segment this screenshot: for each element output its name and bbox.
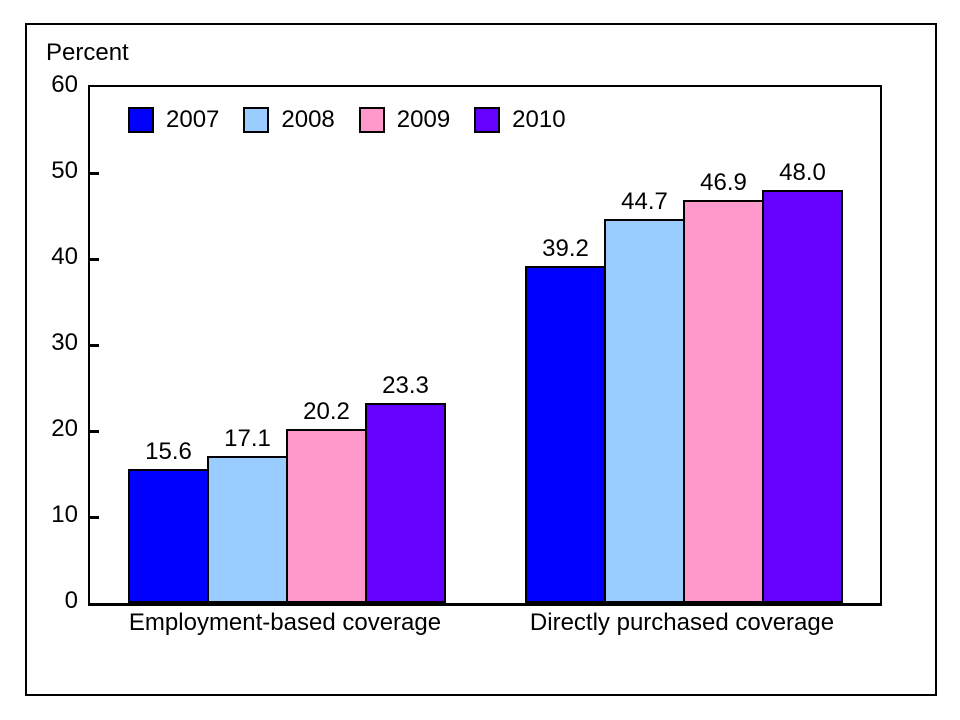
legend-label: 2009 [396, 106, 451, 133]
bar-2008-group2 [604, 219, 685, 603]
category-label-group2: Directly purchased coverage [529, 609, 835, 636]
y-tick-label: 60 [51, 71, 78, 98]
bar-value-label: 20.2 [303, 398, 350, 425]
bar-value-label: 23.3 [382, 372, 429, 399]
legend-swatch-2010 [474, 107, 501, 133]
bar-2007-group2 [525, 266, 606, 603]
y-tick-label: 20 [51, 415, 78, 442]
plot-area: 2007 2008 2009 2010 15.6 17.1 20.2 23.3 39.2 44.… [88, 85, 882, 606]
bar-value-label: 44.7 [621, 188, 668, 215]
legend-item-2008: 2008 [243, 106, 335, 133]
y-tick-mark [90, 344, 99, 347]
bar-value-label: 15.6 [145, 438, 192, 465]
y-tick-mark [90, 430, 99, 433]
y-tick-label: 0 [64, 587, 78, 614]
y-tick-mark [90, 172, 99, 175]
category-label-group1: Employment-based coverage [128, 609, 442, 636]
legend-swatch-2008 [243, 107, 270, 133]
legend-item-2010: 2010 [474, 106, 566, 133]
bar-2010-group1 [365, 403, 446, 603]
y-tick-mark [90, 516, 99, 519]
legend-item-2007: 2007 [128, 107, 219, 133]
y-axis-title: Percent [46, 39, 129, 66]
bars-container: 15.6 17.1 20.2 23.3 39.2 44.7 46.9 48.0 [90, 87, 880, 603]
legend-swatch-2009 [358, 107, 385, 133]
bar-2008-group1 [207, 456, 288, 603]
legend-label: 2010 [512, 106, 566, 133]
bar-value-label: 17.1 [224, 425, 271, 452]
legend-label: 2008 [281, 106, 335, 133]
bar-value-label: 48.0 [779, 159, 826, 186]
legend-item-2009: 2009 [358, 106, 451, 133]
y-tick-mark [90, 258, 99, 261]
bar-2009-group1 [286, 429, 367, 603]
legend-swatch-2007 [128, 107, 154, 133]
bar-value-label: 39.2 [542, 235, 589, 262]
legend: 2007 2008 2009 2010 [128, 107, 590, 133]
y-tick-label: 30 [51, 329, 78, 356]
legend-label: 2007 [166, 106, 220, 133]
y-tick-label: 10 [51, 501, 78, 528]
chart-outer-frame [25, 23, 937, 696]
bar-2009-group2 [683, 200, 764, 603]
bar-value-label: 46.9 [700, 169, 747, 196]
bar-2007-group1 [128, 469, 209, 603]
bar-2010-group2 [762, 190, 843, 603]
y-tick-label: 40 [51, 243, 78, 270]
y-tick-label: 50 [51, 157, 78, 184]
